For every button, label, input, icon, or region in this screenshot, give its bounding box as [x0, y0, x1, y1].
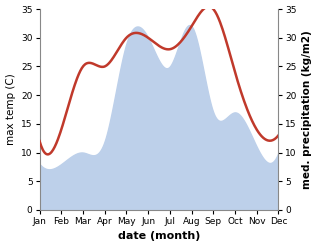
Y-axis label: med. precipitation (kg/m2): med. precipitation (kg/m2)	[302, 30, 313, 189]
X-axis label: date (month): date (month)	[118, 231, 200, 242]
Y-axis label: max temp (C): max temp (C)	[5, 74, 16, 145]
